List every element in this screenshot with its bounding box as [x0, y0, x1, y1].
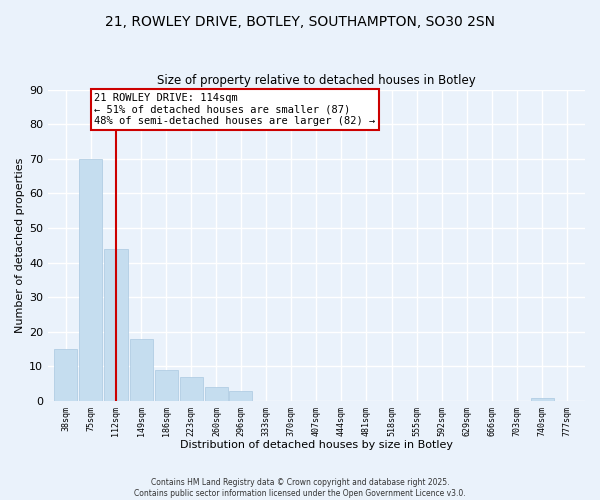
Y-axis label: Number of detached properties: Number of detached properties — [15, 158, 25, 333]
Bar — [54, 349, 77, 401]
Text: Contains HM Land Registry data © Crown copyright and database right 2025.
Contai: Contains HM Land Registry data © Crown c… — [134, 478, 466, 498]
Bar — [155, 370, 178, 401]
Bar — [229, 390, 253, 401]
Bar — [79, 159, 103, 401]
Bar — [104, 248, 128, 401]
X-axis label: Distribution of detached houses by size in Botley: Distribution of detached houses by size … — [180, 440, 453, 450]
Title: Size of property relative to detached houses in Botley: Size of property relative to detached ho… — [157, 74, 476, 87]
Text: 21, ROWLEY DRIVE, BOTLEY, SOUTHAMPTON, SO30 2SN: 21, ROWLEY DRIVE, BOTLEY, SOUTHAMPTON, S… — [105, 15, 495, 29]
Text: 21 ROWLEY DRIVE: 114sqm
← 51% of detached houses are smaller (87)
48% of semi-de: 21 ROWLEY DRIVE: 114sqm ← 51% of detache… — [94, 93, 376, 126]
Bar — [130, 338, 152, 401]
Bar — [205, 387, 228, 401]
Bar — [531, 398, 554, 401]
Bar — [180, 377, 203, 401]
